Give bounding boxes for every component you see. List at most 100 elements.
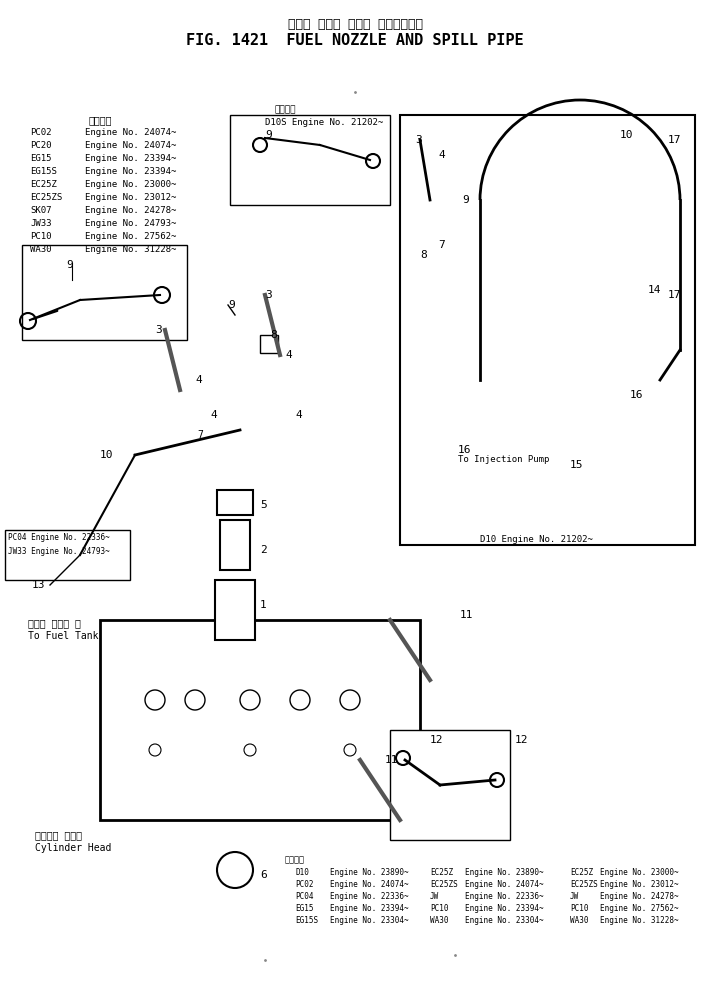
Text: Engine No. 23394~: Engine No. 23394~ xyxy=(85,154,176,163)
Text: Engine No. 24074~: Engine No. 24074~ xyxy=(85,128,176,137)
Text: 10: 10 xyxy=(100,450,114,460)
Text: Engine No. 23890~: Engine No. 23890~ xyxy=(330,868,409,877)
Bar xyxy=(217,490,253,515)
Text: 7: 7 xyxy=(197,430,203,440)
Text: EC25ZS: EC25ZS xyxy=(30,193,62,202)
Text: Engine No. 27562~: Engine No. 27562~ xyxy=(600,904,679,913)
Bar xyxy=(100,620,420,820)
Text: 2: 2 xyxy=(260,545,267,555)
Text: EG15: EG15 xyxy=(30,154,52,163)
Text: Engine No. 23394~: Engine No. 23394~ xyxy=(465,904,544,913)
Text: JW33: JW33 xyxy=(30,219,52,228)
Text: 4: 4 xyxy=(285,350,292,360)
Text: WA30: WA30 xyxy=(430,916,449,925)
Text: EC25ZS: EC25ZS xyxy=(430,880,458,889)
Text: 5: 5 xyxy=(260,500,267,510)
Text: Engine No. 24074~: Engine No. 24074~ xyxy=(330,880,409,889)
Text: Engine No. 23394~: Engine No. 23394~ xyxy=(85,167,176,176)
Text: 3: 3 xyxy=(155,325,162,335)
Text: WA30: WA30 xyxy=(570,916,589,925)
Text: EG15S: EG15S xyxy=(30,167,57,176)
Text: 適用号等: 適用号等 xyxy=(285,855,305,864)
Text: Engine No. 27562~: Engine No. 27562~ xyxy=(85,232,176,241)
Text: 適用号等: 適用号等 xyxy=(274,105,296,114)
Text: PC20: PC20 xyxy=(30,141,52,150)
Text: PC04 Engine No. 22336~: PC04 Engine No. 22336~ xyxy=(8,533,110,542)
Text: To Injection Pump: To Injection Pump xyxy=(458,455,550,464)
Bar xyxy=(215,580,255,640)
Text: 13: 13 xyxy=(32,580,45,590)
Text: Engine No. 23890~: Engine No. 23890~ xyxy=(465,868,544,877)
Text: Engine No. 23000~: Engine No. 23000~ xyxy=(85,180,176,189)
Text: SK07: SK07 xyxy=(30,206,52,215)
Text: 11: 11 xyxy=(385,755,398,765)
Text: 12: 12 xyxy=(515,735,528,745)
Text: Engine No. 22336~: Engine No. 22336~ xyxy=(465,892,544,901)
Text: 9: 9 xyxy=(462,195,469,205)
Text: 15: 15 xyxy=(570,460,584,470)
Text: EC25Z: EC25Z xyxy=(430,868,453,877)
Text: 4: 4 xyxy=(438,150,444,160)
Text: Engine No. 31228~: Engine No. 31228~ xyxy=(600,916,679,925)
Text: EG15: EG15 xyxy=(295,904,314,913)
Text: 4: 4 xyxy=(295,410,302,420)
Text: 17: 17 xyxy=(668,135,682,145)
Text: PC10: PC10 xyxy=(430,904,449,913)
Text: 9: 9 xyxy=(228,300,235,310)
Text: PC02: PC02 xyxy=(30,128,52,137)
Text: 17: 17 xyxy=(668,290,682,300)
Text: PC04: PC04 xyxy=(295,892,314,901)
Text: 7: 7 xyxy=(438,240,444,250)
Text: Engine No. 31228~: Engine No. 31228~ xyxy=(85,245,176,254)
Text: Engine No. 24278~: Engine No. 24278~ xyxy=(85,206,176,215)
Text: 14: 14 xyxy=(648,285,662,295)
Text: シリンダ ヘッド: シリンダ ヘッド xyxy=(35,830,82,840)
Text: 16: 16 xyxy=(630,390,643,400)
Text: 8: 8 xyxy=(270,330,277,340)
Text: Engine No. 23012~: Engine No. 23012~ xyxy=(85,193,176,202)
Text: To Fuel Tank: To Fuel Tank xyxy=(28,631,99,641)
Text: 1: 1 xyxy=(260,600,267,610)
Text: PC02: PC02 xyxy=(295,880,314,889)
Text: Engine No. 24074~: Engine No. 24074~ xyxy=(85,141,176,150)
Text: JW: JW xyxy=(570,892,579,901)
Bar xyxy=(230,115,390,205)
Text: 16: 16 xyxy=(458,445,471,455)
Bar xyxy=(260,335,278,353)
Text: Engine No. 23304~: Engine No. 23304~ xyxy=(330,916,409,925)
Text: 8: 8 xyxy=(420,250,427,260)
Text: WA30: WA30 xyxy=(30,245,52,254)
Text: 適用号等: 適用号等 xyxy=(88,115,111,125)
Text: JW: JW xyxy=(430,892,439,901)
Text: 12: 12 xyxy=(430,735,444,745)
Text: Cylinder Head: Cylinder Head xyxy=(35,843,111,853)
Bar xyxy=(5,530,130,580)
Bar xyxy=(390,730,510,840)
Text: PC10: PC10 xyxy=(30,232,52,241)
Text: D10: D10 xyxy=(295,868,309,877)
Text: 3: 3 xyxy=(415,135,422,145)
Text: D10S Engine No. 21202~: D10S Engine No. 21202~ xyxy=(265,118,383,127)
Text: Engine No. 24278~: Engine No. 24278~ xyxy=(600,892,679,901)
Text: Engine No. 24074~: Engine No. 24074~ xyxy=(465,880,544,889)
Bar xyxy=(400,115,695,545)
Bar xyxy=(22,245,187,340)
Text: EC25Z: EC25Z xyxy=(570,868,593,877)
Text: D10 Engine No. 21202~: D10 Engine No. 21202~ xyxy=(480,535,593,544)
Text: フェル タンク へ: フェル タンク へ xyxy=(28,618,81,628)
Text: 10: 10 xyxy=(620,130,633,140)
Text: Engine No. 23012~: Engine No. 23012~ xyxy=(600,880,679,889)
Text: JW33 Engine No. 24793~: JW33 Engine No. 24793~ xyxy=(8,547,110,556)
Text: FIG. 1421  FUEL NOZZLE AND SPILL PIPE: FIG. 1421 FUEL NOZZLE AND SPILL PIPE xyxy=(186,33,524,48)
Text: 4: 4 xyxy=(210,410,217,420)
Text: 9: 9 xyxy=(67,260,73,270)
Text: 4: 4 xyxy=(195,375,202,385)
Text: 9: 9 xyxy=(265,130,272,140)
Text: フェル ノズル および スピルパイプ: フェル ノズル および スピルパイプ xyxy=(288,18,422,31)
Text: 3: 3 xyxy=(265,290,272,300)
Text: PC10: PC10 xyxy=(570,904,589,913)
Text: Engine No. 23304~: Engine No. 23304~ xyxy=(465,916,544,925)
Text: EC25Z: EC25Z xyxy=(30,180,57,189)
Text: EG15S: EG15S xyxy=(295,916,318,925)
Text: Engine No. 23394~: Engine No. 23394~ xyxy=(330,904,409,913)
